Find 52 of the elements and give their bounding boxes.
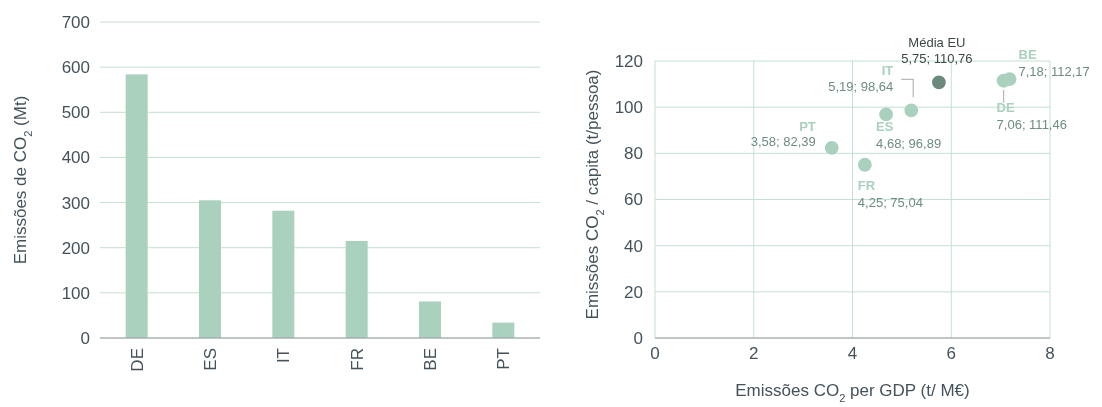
y-tick-label: 40 xyxy=(624,236,643,256)
bar xyxy=(492,322,515,338)
bar xyxy=(419,301,441,338)
data-label: 3,58; 82,39 xyxy=(750,133,816,149)
series-label: DE xyxy=(996,99,1015,115)
data-label: 7,18; 112,17 xyxy=(1018,64,1090,80)
series-label: BE xyxy=(1018,47,1037,63)
x-tick-label: IT xyxy=(274,348,294,364)
x-tick-label: 8 xyxy=(1045,344,1055,363)
data-label: 4,68; 96,89 xyxy=(876,136,942,152)
y-tick-label: 80 xyxy=(624,144,643,164)
series-label: PT xyxy=(799,118,816,134)
x-tick-label: FR xyxy=(347,348,367,371)
data-label: 5,19; 98,64 xyxy=(828,79,894,95)
data-label: 4,25; 75,04 xyxy=(857,194,923,210)
y-tick-label: 120 xyxy=(614,51,643,71)
text: IT xyxy=(881,63,894,79)
y-tick-label: 200 xyxy=(61,238,90,258)
y-tick-label: 300 xyxy=(61,193,90,213)
x-tick-label: DE xyxy=(127,348,147,372)
x-tick-label: 0 xyxy=(650,344,660,363)
y-tick-label: 500 xyxy=(61,103,90,123)
y-tick-label: 0 xyxy=(633,328,643,348)
bar xyxy=(199,200,221,338)
y-tick-label: 700 xyxy=(61,12,90,32)
y-tick-label: 100 xyxy=(61,283,90,303)
point xyxy=(904,103,919,118)
y-tick-label: 600 xyxy=(61,58,90,78)
series-label: ES xyxy=(876,119,894,135)
x-tick-label: ES xyxy=(200,348,220,371)
bar xyxy=(125,74,148,338)
y-tick-label: 100 xyxy=(614,98,643,118)
data-label: 5,75; 110,76 xyxy=(901,51,973,67)
point xyxy=(932,75,946,90)
x-tick-label: PT xyxy=(494,348,514,370)
y-tick-label: 0 xyxy=(80,328,90,348)
point xyxy=(824,140,839,155)
y-tick-label: 20 xyxy=(624,282,643,302)
point xyxy=(879,107,893,122)
text: Média EU xyxy=(908,35,966,51)
data-label: 7,06; 111,46 xyxy=(996,116,1067,132)
x-axis-title: Emissões CO$_{2}$ per GDP (t/ M€) xyxy=(735,381,970,404)
x-tick-label: 2 xyxy=(749,344,759,363)
series-label: FR xyxy=(857,177,876,193)
bar xyxy=(345,240,368,338)
x-tick-label: BE xyxy=(420,348,440,371)
y-tick-label: 60 xyxy=(624,190,643,210)
x-tick-label: 6 xyxy=(946,344,956,363)
x-tick-label: 4 xyxy=(847,344,858,363)
point xyxy=(857,157,872,172)
y-tick-label: 400 xyxy=(61,148,90,168)
bar xyxy=(272,210,295,338)
